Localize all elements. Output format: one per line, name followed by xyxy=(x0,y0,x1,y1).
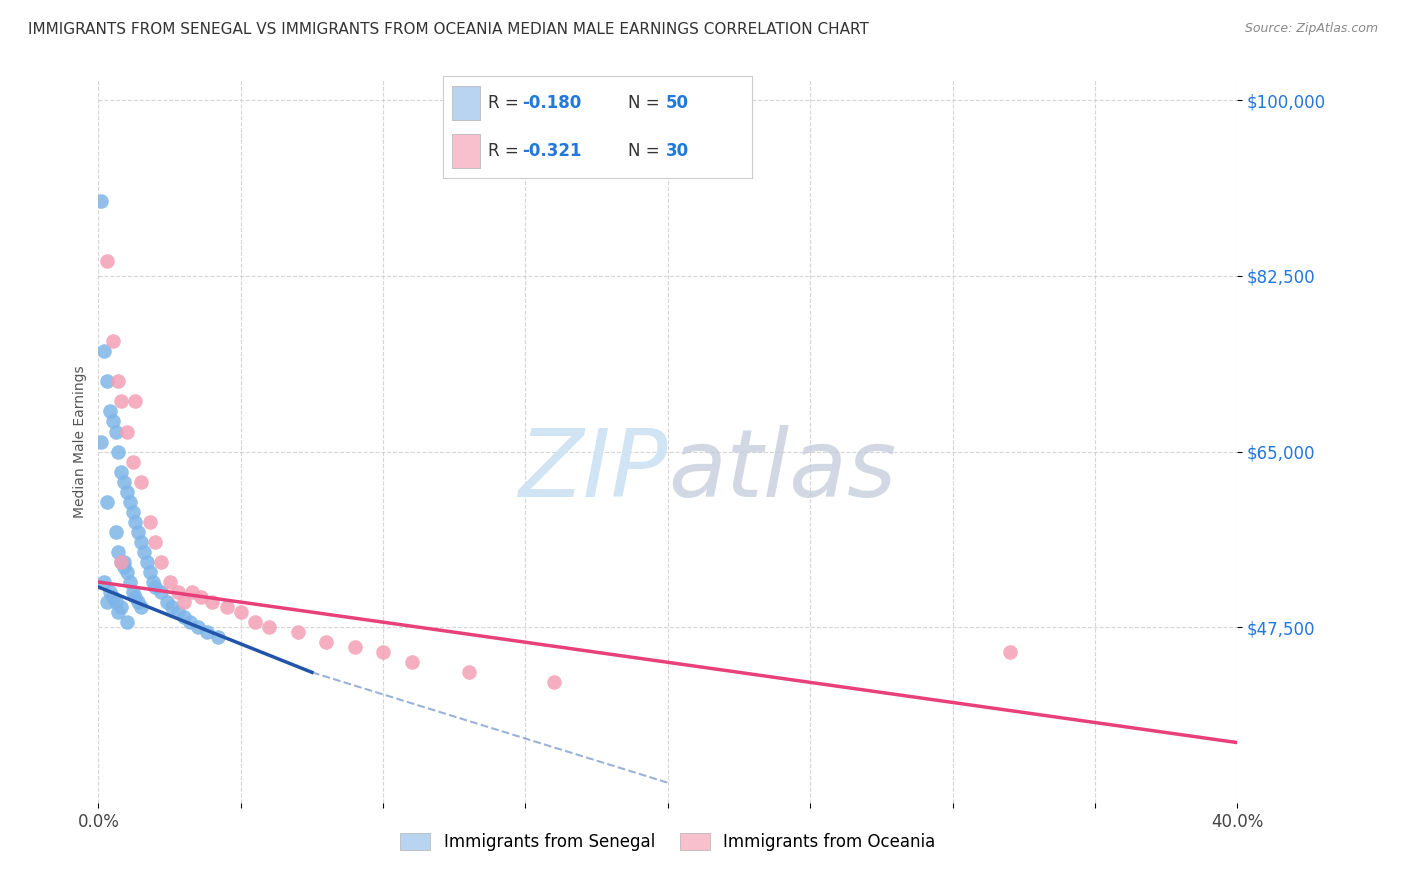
Point xyxy=(132,545,155,559)
Point xyxy=(201,595,224,609)
Point xyxy=(101,590,124,604)
Point xyxy=(167,605,190,619)
Point xyxy=(243,615,266,630)
Point xyxy=(150,585,173,599)
Point xyxy=(112,555,135,569)
Point xyxy=(104,595,127,609)
Point xyxy=(107,374,129,388)
Point xyxy=(138,565,160,579)
Bar xyxy=(453,87,479,120)
Point xyxy=(104,524,127,539)
Text: R =: R = xyxy=(488,94,524,112)
Point xyxy=(315,635,337,649)
Point xyxy=(93,574,115,589)
Point xyxy=(96,374,118,388)
Point xyxy=(121,505,143,519)
Point xyxy=(181,585,204,599)
Text: 50: 50 xyxy=(665,94,689,112)
Point xyxy=(173,595,195,609)
Point xyxy=(118,574,141,589)
Point xyxy=(90,194,112,208)
Point xyxy=(107,545,129,559)
Point xyxy=(107,444,129,458)
Point xyxy=(457,665,479,680)
Point xyxy=(207,630,229,644)
Bar xyxy=(453,135,479,168)
Point xyxy=(159,574,181,589)
Text: 30: 30 xyxy=(665,142,689,161)
Point xyxy=(124,394,146,409)
Y-axis label: Median Male Earnings: Median Male Earnings xyxy=(73,365,87,518)
Point xyxy=(138,515,160,529)
Point xyxy=(121,585,143,599)
Point xyxy=(124,590,146,604)
Point xyxy=(135,555,157,569)
Text: IMMIGRANTS FROM SENEGAL VS IMMIGRANTS FROM OCEANIA MEDIAN MALE EARNINGS CORRELAT: IMMIGRANTS FROM SENEGAL VS IMMIGRANTS FR… xyxy=(28,22,869,37)
Point xyxy=(127,595,149,609)
Point xyxy=(179,615,201,630)
Point xyxy=(343,640,366,655)
Legend: Immigrants from Senegal, Immigrants from Oceania: Immigrants from Senegal, Immigrants from… xyxy=(392,825,943,860)
Text: N =: N = xyxy=(628,142,665,161)
Point xyxy=(129,534,152,549)
Point xyxy=(129,600,152,615)
Point xyxy=(110,555,132,569)
Point xyxy=(115,484,138,499)
Point xyxy=(145,534,167,549)
Point xyxy=(187,620,209,634)
Point xyxy=(96,595,118,609)
Point xyxy=(115,425,138,439)
Point xyxy=(98,404,121,418)
Point xyxy=(115,615,138,630)
Point xyxy=(150,555,173,569)
Text: atlas: atlas xyxy=(668,425,896,516)
Point xyxy=(259,620,281,634)
Point xyxy=(118,494,141,508)
Point xyxy=(96,253,118,268)
Point xyxy=(124,515,146,529)
Point xyxy=(145,580,167,594)
Point xyxy=(229,605,252,619)
Point xyxy=(110,555,132,569)
Point xyxy=(121,454,143,469)
Text: -0.180: -0.180 xyxy=(522,94,581,112)
Text: R =: R = xyxy=(488,142,524,161)
Point xyxy=(96,494,118,508)
Point xyxy=(195,625,218,640)
Text: ZIP: ZIP xyxy=(519,425,668,516)
Point xyxy=(101,414,124,428)
Text: -0.321: -0.321 xyxy=(522,142,581,161)
Point xyxy=(115,565,138,579)
Point xyxy=(110,600,132,615)
Point xyxy=(127,524,149,539)
Point xyxy=(167,585,190,599)
Point xyxy=(110,465,132,479)
Point xyxy=(141,574,163,589)
Point xyxy=(110,394,132,409)
Point xyxy=(156,595,179,609)
Point xyxy=(287,625,309,640)
Text: N =: N = xyxy=(628,94,665,112)
Text: Source: ZipAtlas.com: Source: ZipAtlas.com xyxy=(1244,22,1378,36)
Point xyxy=(373,645,395,659)
Point xyxy=(129,475,152,489)
Point xyxy=(112,475,135,489)
Point xyxy=(215,600,238,615)
Point xyxy=(101,334,124,348)
Point xyxy=(107,605,129,619)
Point xyxy=(162,600,184,615)
Point xyxy=(104,425,127,439)
Point xyxy=(98,585,121,599)
Point xyxy=(998,645,1021,659)
Point xyxy=(112,560,135,574)
Point xyxy=(401,655,423,669)
Point xyxy=(93,344,115,359)
Point xyxy=(190,590,212,604)
Point xyxy=(90,434,112,449)
Point xyxy=(543,675,565,690)
Point xyxy=(173,610,195,624)
